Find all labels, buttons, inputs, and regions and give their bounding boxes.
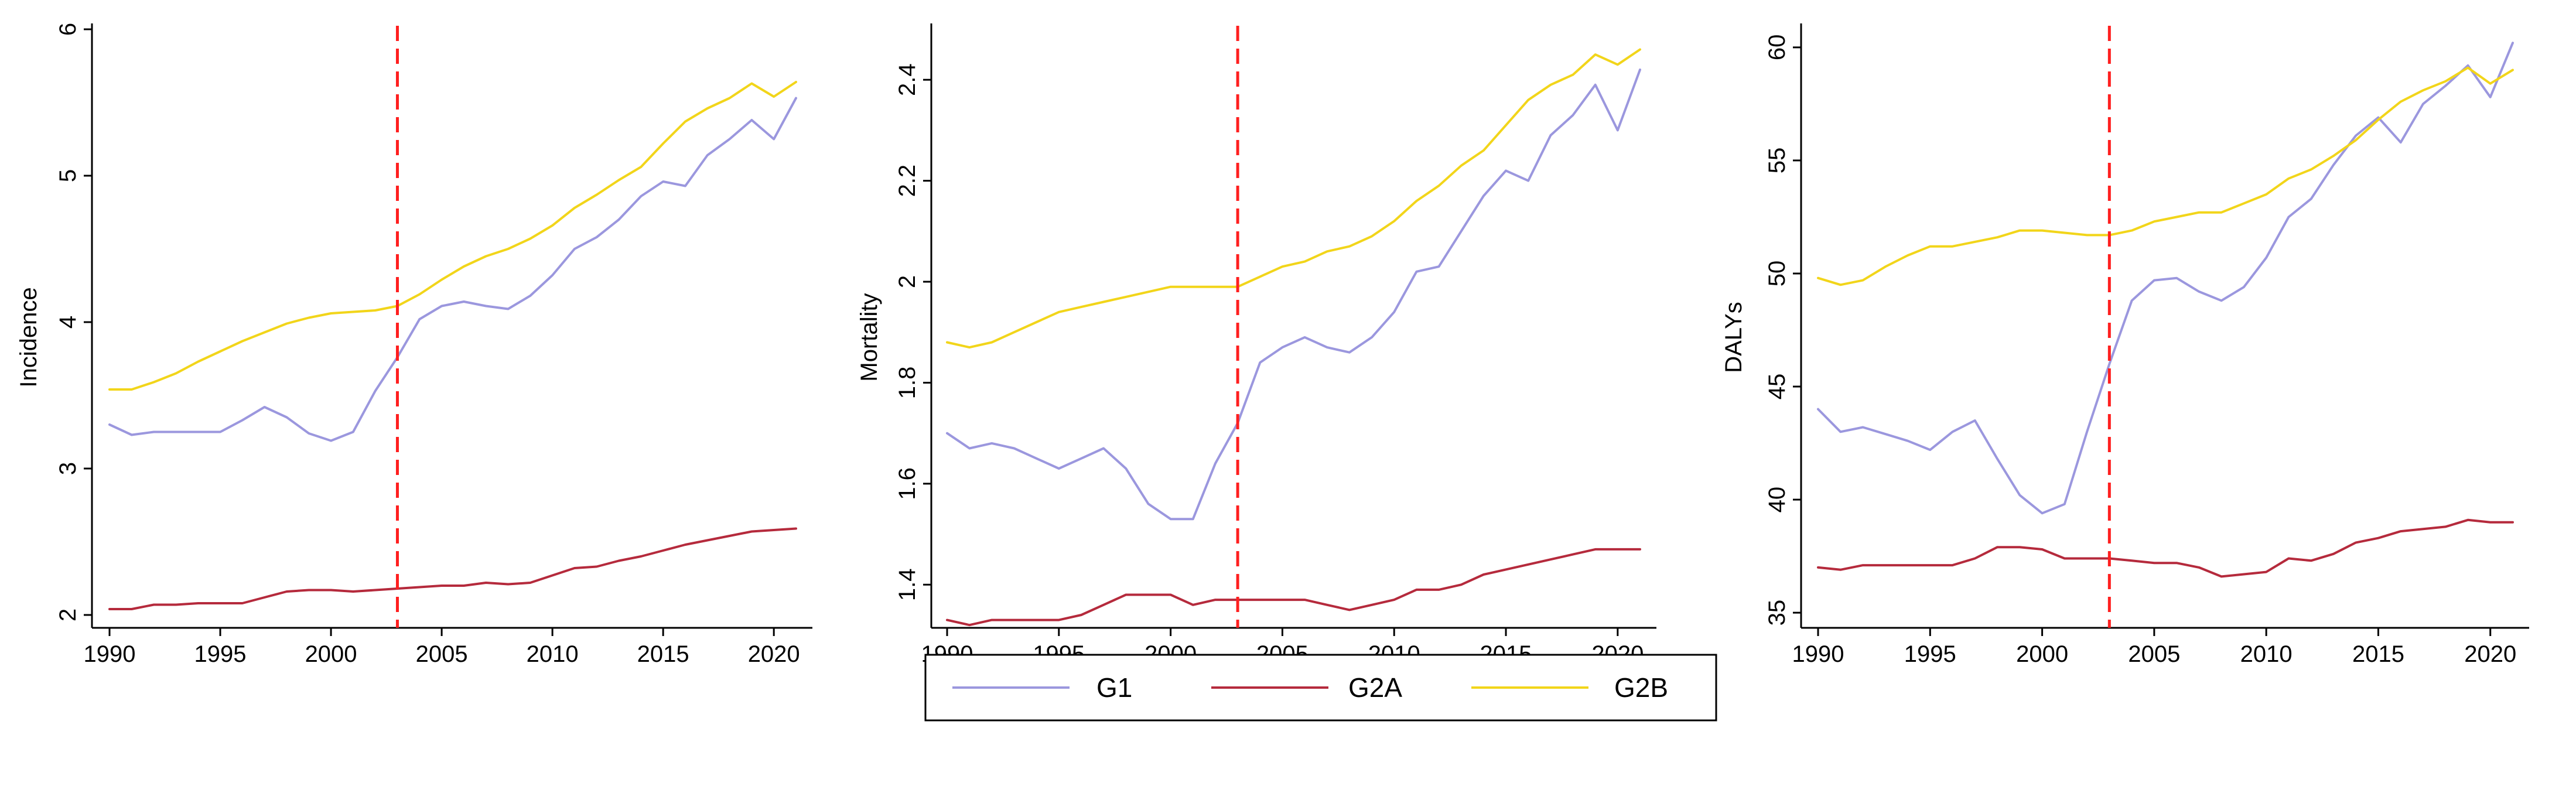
incidence-x-tick-label: 2010	[527, 641, 579, 667]
dalys-series-g2a-line	[1817, 518, 2514, 578]
incidence-x-tick-label: 2015	[637, 641, 689, 667]
dalys-series-g2b-line	[1817, 66, 2514, 286]
incidence-panel: 2 3 4 5 6 1990 1995 2000 2005 2010 2015 2020 Inciden…	[16, 23, 812, 667]
mortality-panel: 1.41.61.822.22.4199019952000200520102015…	[856, 23, 1656, 667]
legend: G1 G2A G2B	[924, 654, 1717, 722]
incidence-series-g2b-line	[108, 81, 797, 391]
legend-items: G1 G2A G2B	[952, 672, 1668, 703]
mortality-series-g2b-line	[946, 48, 1641, 349]
incidence-y-tick-label: 6	[55, 23, 81, 36]
mortality-series-g1-line	[946, 69, 1641, 521]
dalys-series-g1-line	[1817, 42, 2514, 515]
incidence-y-axis-title: Incidence	[16, 287, 42, 387]
incidence-x-tick-label: 1990	[84, 641, 136, 667]
dalys-panel: 35 40 45 50 55 60 1990 1995 2000 2005 2010 2015 2020…	[1721, 23, 2529, 667]
incidence-x-tick-label: 1995	[194, 641, 247, 667]
dalys-y-tick-label: 40	[1764, 487, 1790, 513]
mortality-y-tick-label: 1.8	[894, 367, 920, 399]
incidence-y-tick-label: 4	[55, 316, 81, 329]
incidence-y-tick-label: 3	[55, 462, 81, 475]
mortality-y-tick-label: 2.4	[894, 63, 920, 96]
dalys-x-tick-label: 1995	[1904, 641, 1956, 667]
dalys-x-tick-label: 2010	[2240, 641, 2293, 667]
dalys-y-tick-label: 50	[1764, 261, 1790, 287]
incidence-x-tick-label: 2005	[416, 641, 468, 667]
dalys-y-tick-label: 35	[1764, 600, 1790, 626]
incidence-y-tick-label: 5	[55, 169, 81, 182]
mortality-y-tick-label: 1.6	[894, 467, 920, 500]
dalys-x-tick-label: 2020	[2464, 641, 2516, 667]
incidence-series-g2a-line	[108, 527, 797, 610]
dalys-y-axis-title: DALYs	[1721, 302, 1747, 373]
dalys-y-tick-label: 45	[1764, 374, 1790, 400]
legend-label-g1: G1	[1096, 672, 1132, 703]
dalys-x-tick-label: 1990	[1792, 641, 1844, 667]
dalys-y-tick-label: 60	[1764, 35, 1790, 61]
legend-label-g2b: G2B	[1614, 672, 1668, 703]
incidence-x-tick-label: 2000	[305, 641, 357, 667]
mortality-y-tick-label: 2	[894, 275, 920, 288]
incidence-series-g1-line	[108, 97, 797, 442]
mortality-series-g2a-line	[946, 548, 1641, 627]
legend-label-g2a: G2A	[1348, 672, 1402, 703]
dalys-x-tick-label: 2015	[2352, 641, 2404, 667]
mortality-y-axis-title: Mortality	[856, 293, 882, 381]
incidence-y-tick-label: 2	[55, 609, 81, 621]
dalys-y-tick-label: 55	[1764, 148, 1790, 174]
mortality-y-tick-label: 2.2	[894, 165, 920, 197]
dalys-x-tick-label: 2005	[2128, 641, 2180, 667]
dalys-x-tick-label: 2000	[2016, 641, 2068, 667]
mortality-y-tick-label: 1.4	[894, 568, 920, 601]
incidence-x-tick-label: 2020	[748, 641, 800, 667]
